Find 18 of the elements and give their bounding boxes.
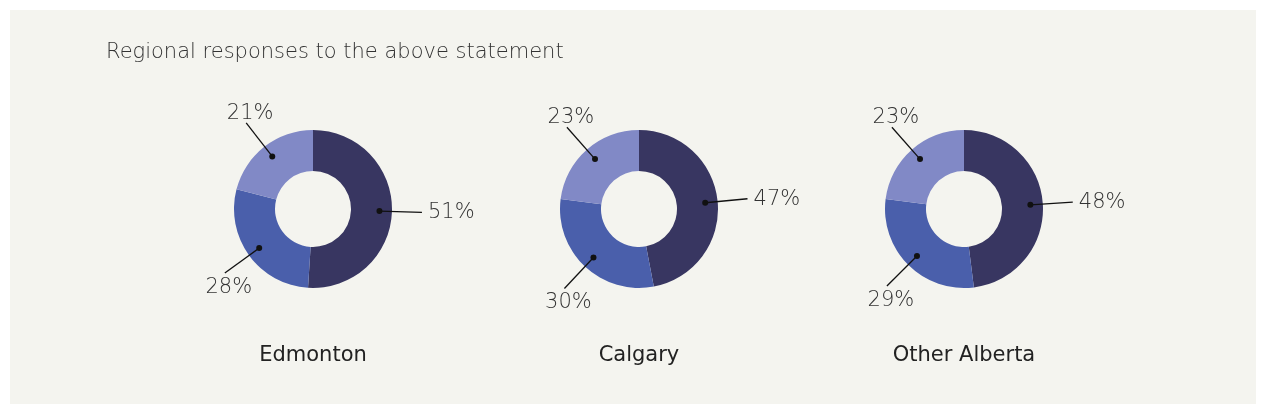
data-label: 48% bbox=[1078, 189, 1126, 214]
text: Regional responses to the above statement bbox=[106, 39, 564, 63]
donut-slice bbox=[560, 199, 654, 288]
donut-slice bbox=[639, 130, 718, 287]
data-label: 23% bbox=[547, 104, 595, 129]
donut-slice bbox=[308, 130, 392, 288]
data-label: 51% bbox=[427, 199, 475, 224]
data-label: 47% bbox=[753, 185, 801, 210]
data-label: 23% bbox=[872, 104, 920, 129]
data-label: 29% bbox=[867, 287, 915, 312]
text: Other Alberta bbox=[892, 342, 1036, 366]
data-label: 28% bbox=[205, 274, 253, 299]
donut-slice bbox=[964, 130, 1043, 288]
donut-slice bbox=[885, 199, 974, 288]
data-label: 30% bbox=[545, 289, 592, 314]
text: Calgary bbox=[598, 342, 680, 366]
text: Edmonton bbox=[259, 342, 367, 366]
data-label: 21% bbox=[226, 99, 274, 124]
